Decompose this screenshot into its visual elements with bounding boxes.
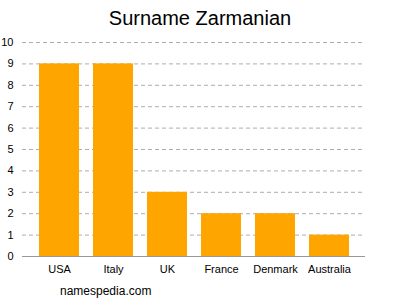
html-text:namespedia.com: namespedia.com: [60, 284, 152, 298]
svg-text:USA: USA: [48, 263, 71, 275]
svg-text:Italy: Italy: [103, 263, 124, 275]
svg-text:8: 8: [7, 79, 13, 91]
svg-text:Denmark: Denmark: [253, 263, 298, 275]
svg-text:6: 6: [7, 122, 13, 134]
svg-text:Australia: Australia: [308, 263, 352, 275]
svg-text:9: 9: [7, 57, 13, 69]
svg-text:1: 1: [7, 229, 13, 241]
svg-text:France: France: [204, 263, 238, 275]
svg-text:3: 3: [7, 186, 13, 198]
svg-text:UK: UK: [160, 263, 176, 275]
html-text:Surname Zarmanian: Surname Zarmanian: [108, 7, 292, 29]
svg-text:5: 5: [7, 143, 13, 155]
svg-text:0: 0: [7, 250, 13, 262]
svg-text:7: 7: [7, 100, 13, 112]
svg-text:10: 10: [1, 36, 13, 48]
svg-text:2: 2: [7, 207, 13, 219]
svg-text:4: 4: [7, 164, 13, 176]
